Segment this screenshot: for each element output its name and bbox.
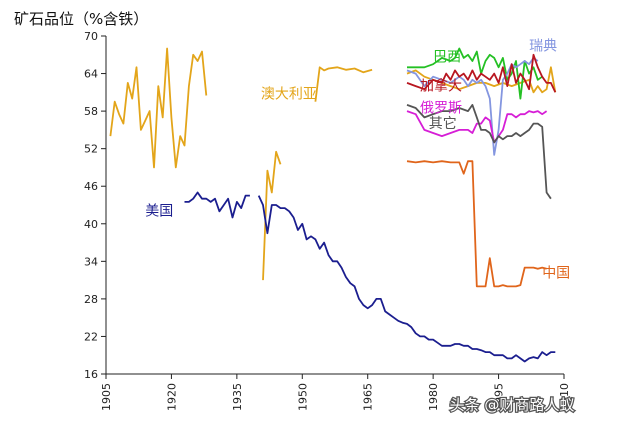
y-tick-label: 58 [84,105,98,118]
series-line [406,53,557,93]
series-line [314,66,373,102]
y-axis-title: 矿石品位（%含铁） [14,10,148,28]
series-line [407,47,543,100]
x-tick-label: 1950 [296,383,309,411]
series-layer [109,47,557,363]
axes-layer: 16 22 28 34 40 46 52 58 64 70 1905 1920 1935 1950 1965… [84,30,571,411]
y-tick-label: 70 [84,30,98,43]
series-line [406,110,548,144]
y-tick-label: 16 [84,368,98,381]
x-tick-label: 1995 [493,383,506,411]
x-tick-label: 1980 [427,383,440,411]
series-group [109,47,557,281]
series-line [406,160,547,288]
series-line [406,57,539,156]
series-label: 美国 [145,204,173,220]
y-tick-label: 34 [84,255,98,268]
series-label: 俄罗斯 [420,100,462,116]
y-tick-label: 46 [84,180,98,193]
series-label: 澳大利亚 [261,87,317,103]
series-label: 中国 [542,266,570,282]
series-line [109,47,208,169]
series-label: 其它 [429,115,457,132]
y-tick-label: 64 [84,68,98,81]
series-line [184,191,250,219]
series-group [406,160,547,288]
series-group [406,104,552,200]
series-group [407,47,543,100]
series-group [406,57,539,156]
series-line [406,104,552,200]
series-label: 巴西 [433,50,461,66]
y-tick-label: 52 [84,143,98,156]
x-tick-label: 2010 [558,383,571,411]
x-tick-label: 1920 [165,383,178,411]
y-tick-label: 28 [84,293,98,306]
y-tick-label: 22 [84,330,98,343]
series-label: 加拿大 [420,77,462,94]
x-tick-label: 1935 [231,383,244,411]
series-group [406,53,557,93]
series-label: 瑞典 [529,38,557,54]
x-tick-label: 1965 [362,383,375,411]
series-line [262,150,282,281]
watermark-text: 头条 @财商路人蚁 [450,396,575,414]
x-tick-label: 1905 [100,383,113,411]
series-group [406,110,548,144]
y-tick-label: 40 [84,218,98,231]
series-line [257,195,556,363]
series-group [184,191,556,363]
